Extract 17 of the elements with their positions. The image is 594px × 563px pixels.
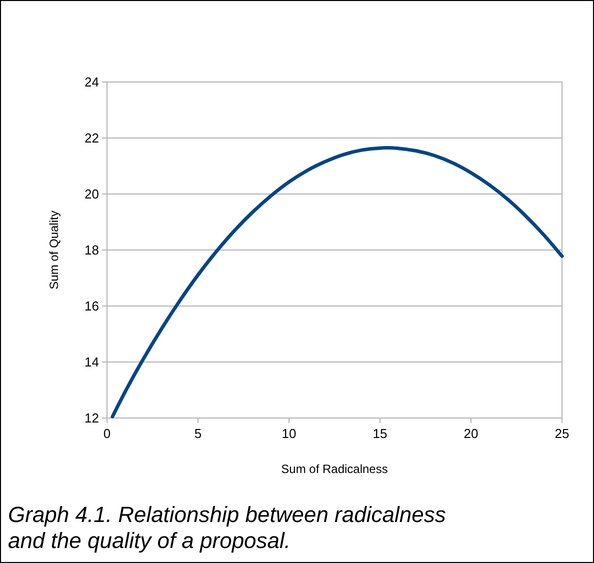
x-tick-label: 15 — [372, 426, 388, 441]
line-series — [110, 146, 564, 418]
y-tick-label: 20 — [84, 186, 99, 202]
y-axis-title: Sum of Quality — [47, 210, 61, 290]
y-tick-label: 14 — [84, 354, 99, 370]
x-axis-title: Sum of Radicalness — [281, 462, 388, 476]
x-tick-label: 5 — [194, 426, 202, 441]
caption: Graph 4.1. Relationship between radicalness and the quality of a proposal. — [8, 502, 446, 553]
x-tick-label: 25 — [554, 426, 570, 441]
y-tick-label: 22 — [84, 130, 99, 146]
y-tick-label: 18 — [84, 242, 99, 258]
y-tick-label: 24 — [84, 74, 99, 90]
y-tick-label: 12 — [84, 410, 99, 426]
x-tick-label: 0 — [103, 426, 111, 441]
x-tick-label: 20 — [464, 426, 478, 441]
y-tick-label: 16 — [84, 298, 99, 314]
x-tick-label: 10 — [282, 426, 296, 441]
